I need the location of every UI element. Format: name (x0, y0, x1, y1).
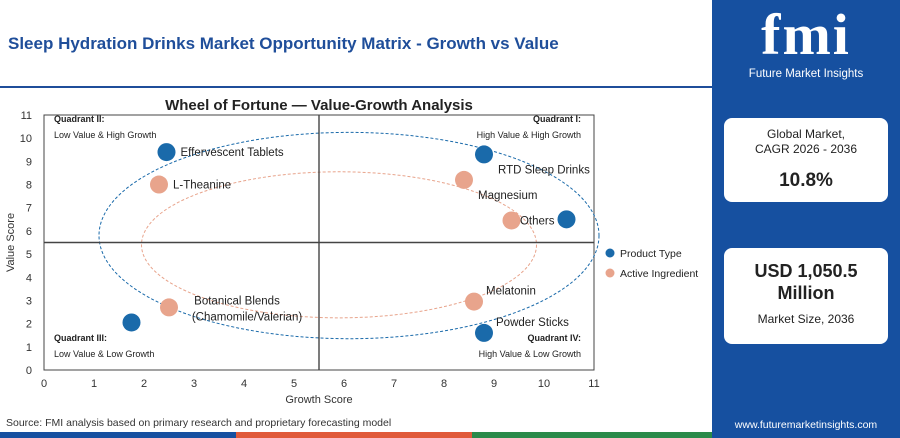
logo-tagline: Future Market Insights (748, 68, 864, 80)
point-l-theanine (150, 175, 168, 194)
x-tick-label: 4 (241, 378, 247, 390)
y-tick-label: 10 (20, 133, 32, 145)
point-label-powder-sticks: Powder Sticks (496, 317, 569, 329)
chart-title: Wheel of Fortune — Value-Growth Analysis (165, 97, 473, 114)
market-size-card: USD 1,050.5 Million Market Size, 2036 (724, 248, 888, 344)
footer-segment-green (472, 432, 712, 438)
x-tick-label: 11 (588, 378, 599, 390)
footer-segment-sidebar (712, 432, 900, 438)
y-tick-label: 9 (26, 156, 32, 168)
point-rtd-sleep-drinks (475, 145, 493, 164)
footer-segment-blue (0, 432, 236, 438)
legend-marker-active-ingredient (605, 268, 615, 278)
website-link[interactable]: www.futuremarketinsights.com (734, 419, 878, 431)
quadrant-title-q1: Quadrant I: (533, 114, 581, 124)
fmi-logo: fmi Future Market Insights (712, 0, 900, 96)
chart-area: Wheel of Fortune — Value-Growth Analysis… (0, 90, 712, 420)
x-tick-label: 8 (441, 378, 447, 390)
y-tick-label: 11 (21, 110, 32, 122)
x-tick-label: 3 (191, 378, 197, 390)
point-label-melatonin: Melatonin (486, 286, 536, 298)
cagr-value: 10.8% (779, 170, 833, 191)
y-tick-label: 8 (26, 180, 32, 192)
point-label-botanical-blends-chamomile-valerian: Botanical Blends (194, 295, 280, 307)
y-tick-label: 0 (26, 365, 32, 377)
footer-segment-orange (236, 432, 472, 438)
quadrant-desc-q3: Low Value & Low Growth (54, 349, 154, 359)
ellipse-active-ingredient (141, 171, 537, 319)
point-label-botanical-blends-chamomile-valerian-line-2: (Chamomile/Valerian) (192, 311, 303, 323)
cagr-card: Global Market, CAGR 2026 - 2036 10.8% (724, 118, 888, 202)
quadrant-title-q4: Quadrant IV: (527, 333, 581, 343)
quadrant-title-q2: Quadrant II: (54, 114, 105, 124)
point-others (557, 210, 576, 229)
point-product-type-unlabeled (122, 313, 141, 332)
y-tick-label: 5 (26, 249, 32, 261)
logo-wordmark: fmi (761, 2, 851, 67)
point-label-rtd-sleep-drinks: RTD Sleep Drinks (498, 164, 590, 176)
y-tick-label: 6 (26, 226, 32, 238)
ellipse-product-type (98, 131, 600, 340)
point-label-effervescent-tablets: Effervescent Tablets (181, 147, 284, 159)
x-tick-label: 7 (391, 378, 397, 390)
legend-marker-product-type (605, 248, 615, 258)
footer-color-bar (0, 432, 900, 438)
point-label-l-theanine: L-Theanine (173, 180, 231, 192)
y-tick-label: 2 (26, 319, 32, 331)
header-divider (0, 86, 712, 88)
point-label-magnesium: Magnesium (478, 190, 537, 202)
point-magnesium (455, 170, 473, 189)
point-powder-sticks (475, 323, 493, 342)
point-melatonin (465, 292, 483, 311)
source-note: Source: FMI analysis based on primary re… (6, 417, 392, 429)
y-axis-label: Value Score (5, 213, 17, 272)
y-tick-label: 7 (26, 203, 32, 215)
point-botanical-blends-chamomile-valerian (160, 298, 178, 317)
opportunity-matrix-chart: Wheel of Fortune — Value-Growth Analysis… (5, 97, 698, 406)
sidebar: fmi Future Market Insights Global Market… (712, 0, 900, 432)
quadrant-title-q3: Quadrant III: (54, 333, 107, 343)
y-tick-label: 1 (26, 342, 32, 354)
market-size-label: Market Size, 2036 (757, 312, 855, 326)
x-tick-label: 6 (341, 378, 347, 390)
legend-label-active-ingredient: Active Ingredient (620, 268, 698, 280)
point-effervescent-tablets (157, 143, 176, 162)
cagr-label: Global Market, CAGR 2026 - 2036 (754, 127, 858, 156)
x-tick-label: 9 (491, 378, 497, 390)
x-tick-label: 0 (41, 378, 47, 390)
quadrant-desc-q4: High Value & Low Growth (479, 349, 581, 359)
x-axis-label: Growth Score (285, 394, 352, 406)
quadrant-desc-q2: Low Value & High Growth (54, 130, 156, 140)
y-tick-label: 4 (26, 272, 32, 284)
quadrant-desc-q1: High Value & High Growth (477, 130, 581, 140)
x-tick-label: 5 (291, 378, 297, 390)
header: Sleep Hydration Drinks Market Opportunit… (0, 0, 712, 88)
x-tick-label: 1 (91, 378, 97, 390)
x-tick-label: 10 (538, 378, 550, 390)
y-tick-label: 3 (26, 295, 32, 307)
x-tick-label: 2 (141, 378, 147, 390)
page-title: Sleep Hydration Drinks Market Opportunit… (8, 34, 559, 53)
point-active-ingredient-unlabeled (502, 211, 521, 230)
market-size-value: USD 1,050.5 Million (754, 261, 858, 303)
legend-label-product-type: Product Type (620, 248, 682, 260)
point-label-others: Others (520, 215, 555, 227)
